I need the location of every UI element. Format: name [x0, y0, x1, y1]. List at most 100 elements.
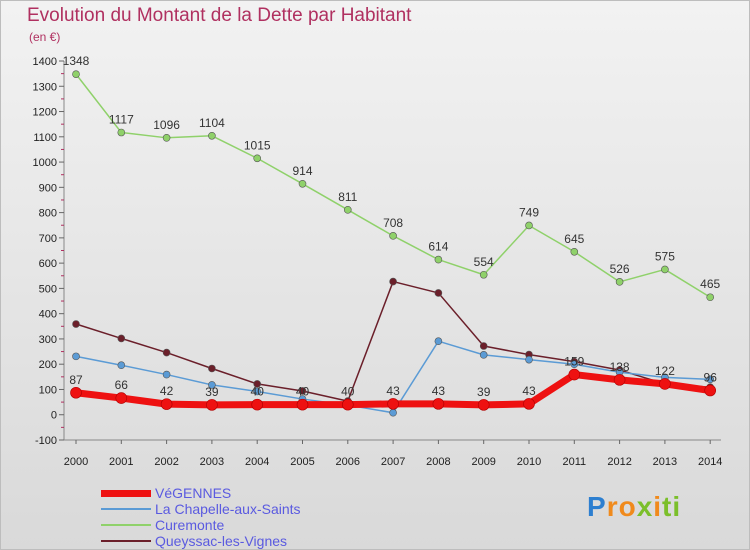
data-point-3 [479, 342, 488, 350]
data-label-0: 43 [522, 384, 536, 398]
data-label-0: 122 [655, 364, 675, 378]
x-tick-label: 2000 [64, 456, 88, 468]
data-point-0 [115, 392, 128, 404]
y-tick-label: 1200 [33, 107, 57, 119]
data-point-1 [72, 352, 80, 361]
data-point-2 [72, 70, 80, 78]
data-point-0 [206, 399, 218, 411]
data-label-0: 96 [704, 370, 718, 384]
y-tick-label: 100 [39, 384, 57, 396]
data-point-2 [570, 247, 579, 256]
data-point-1 [253, 387, 262, 396]
data-point-0 [160, 398, 173, 410]
data-point-3 [298, 387, 307, 395]
data-point-3 [117, 334, 126, 343]
data-label-0: 159 [564, 355, 584, 369]
y-tick-label: 1000 [33, 157, 57, 169]
data-label-2: 575 [655, 249, 675, 263]
x-tick-label: 2006 [336, 456, 360, 468]
legend-item: Curemonte [101, 517, 401, 533]
data-point-1 [208, 381, 216, 389]
data-point-2 [298, 179, 307, 188]
y-tick-label: 200 [39, 359, 57, 371]
x-tick-label: 2007 [381, 456, 405, 468]
data-point-3 [208, 364, 216, 373]
x-tick-label: 2012 [607, 456, 631, 468]
data-point-1 [117, 361, 126, 370]
legend-label: La Chapelle-aux-Saints [155, 501, 301, 517]
data-label-0: 39 [477, 385, 491, 399]
y-tick-label: 600 [39, 258, 57, 270]
legend-swatch [101, 540, 151, 542]
data-label-2: 645 [564, 232, 584, 246]
data-label-0: 66 [115, 378, 129, 392]
unit-label: (en €) [29, 30, 61, 44]
legend-item: Queyssac-les-Vignes [101, 533, 401, 549]
y-tick-label: 0 [51, 410, 57, 422]
data-label-2: 914 [292, 164, 312, 178]
data-point-2 [615, 278, 624, 286]
data-label-2: 614 [428, 240, 448, 254]
y-tick-label: 300 [39, 334, 57, 346]
legend-item: VéGENNES [101, 485, 401, 501]
y-tick-label: 1100 [33, 132, 57, 144]
data-point-3 [162, 348, 171, 357]
data-point-3 [253, 380, 262, 388]
data-point-0 [477, 399, 490, 411]
data-point-2 [434, 255, 443, 264]
data-label-0: 40 [341, 385, 355, 399]
data-label-2: 708 [383, 216, 403, 230]
legend-swatch [101, 524, 151, 526]
data-label-2: 1348 [63, 54, 90, 68]
y-tick-label: -100 [35, 435, 57, 447]
data-point-2 [706, 293, 715, 302]
data-point-1 [162, 370, 171, 379]
data-point-2 [479, 270, 488, 279]
data-point-1 [525, 355, 533, 364]
y-tick-label: 500 [39, 283, 57, 295]
data-point-2 [343, 206, 352, 214]
data-point-3 [389, 277, 397, 286]
x-tick-label: 2001 [109, 456, 133, 468]
data-label-2: 1096 [153, 118, 180, 132]
data-point-0 [523, 398, 535, 410]
data-point-0 [613, 374, 626, 386]
x-tick-label: 2003 [200, 456, 224, 468]
data-label-0: 43 [432, 384, 446, 398]
data-point-1 [389, 408, 397, 417]
data-label-0: 43 [386, 384, 400, 398]
data-point-1 [479, 351, 488, 359]
data-label-0: 87 [69, 373, 83, 387]
y-tick-label: 1400 [33, 56, 57, 68]
legend-label: VéGENNES [155, 485, 232, 501]
data-point-3 [434, 289, 443, 297]
x-tick-label: 2009 [471, 456, 495, 468]
data-point-2 [162, 134, 171, 142]
legend-label: Curemonte [155, 517, 225, 533]
y-tick-label: 900 [39, 182, 57, 194]
data-label-2: 1104 [199, 116, 225, 130]
data-point-0 [70, 386, 82, 399]
x-tick-label: 2004 [245, 456, 269, 468]
data-label-2: 526 [610, 262, 630, 276]
legend: VéGENNES La Chapelle-aux-Saints Curemonte Q… [101, 485, 401, 549]
y-tick-label: 1300 [33, 81, 57, 93]
data-label-2: 1015 [244, 138, 271, 152]
data-point-2 [525, 221, 533, 230]
data-point-0 [387, 398, 399, 410]
chart-title: Evolution du Montant de la Dette par Hab… [27, 5, 412, 26]
data-point-2 [117, 128, 126, 137]
x-tick-label: 2013 [653, 456, 677, 468]
x-tick-label: 2008 [426, 456, 450, 468]
x-tick-label: 2005 [290, 456, 314, 468]
data-point-0 [432, 398, 445, 410]
data-point-0 [704, 384, 717, 397]
data-label-0: 138 [610, 360, 630, 374]
data-point-0 [659, 378, 671, 390]
data-point-0 [296, 398, 309, 411]
data-label-0: 42 [160, 384, 174, 398]
legend-swatch [101, 508, 151, 510]
data-point-2 [208, 131, 216, 140]
